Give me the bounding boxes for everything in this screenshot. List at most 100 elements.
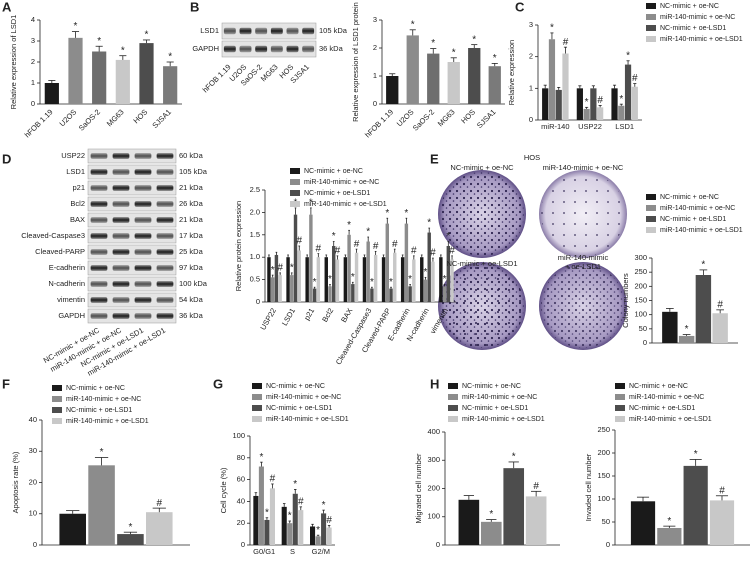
- panel-label: E: [430, 151, 439, 166]
- blot-band: [286, 27, 299, 35]
- legend-label: NC-mimic + oe-NC: [660, 194, 719, 201]
- significance-marker: *: [332, 231, 336, 242]
- significance-marker: #: [392, 239, 398, 250]
- blot-strip: [87, 180, 177, 196]
- significance-marker: #: [719, 485, 725, 496]
- significance-marker: *: [265, 507, 269, 518]
- y-tick-label: 0: [241, 540, 245, 549]
- y-tick-label: 2: [373, 43, 377, 52]
- significance-marker: *: [271, 265, 275, 276]
- blot-band: [90, 313, 108, 319]
- protein-label: Bcl2: [70, 199, 85, 208]
- x-tick-label: U2OS: [58, 107, 79, 128]
- legend-swatch: [615, 394, 625, 400]
- bar: [611, 88, 618, 120]
- x-tick-label: SaOS-2: [77, 107, 102, 132]
- significance-marker: *: [667, 516, 671, 527]
- legend-label: miR-140-mimic + oe-NC: [462, 394, 537, 401]
- bar: [88, 465, 115, 545]
- significance-marker: *: [128, 522, 132, 533]
- protein-label: Cleaved-PARP: [35, 247, 85, 256]
- significance-marker: #: [316, 243, 322, 254]
- significance-marker: *: [168, 52, 172, 63]
- blot-band: [90, 233, 108, 239]
- bar: [146, 512, 173, 545]
- colony-images: [436, 166, 627, 352]
- bar: [624, 64, 632, 120]
- bar: [678, 335, 695, 343]
- blot-band: [302, 27, 315, 35]
- bar: [712, 313, 728, 343]
- significance-marker: *: [288, 511, 292, 522]
- significance-marker: *: [290, 263, 294, 274]
- y-tick-label: 60: [237, 475, 245, 484]
- bar: [316, 257, 321, 302]
- bar: [347, 234, 351, 302]
- bar: [597, 107, 604, 120]
- bar: [253, 495, 259, 545]
- bar: [267, 257, 271, 302]
- y-tick-label: 200: [427, 483, 440, 492]
- blot-strip: [87, 196, 177, 212]
- legend-swatch: [52, 396, 62, 402]
- x-tick-label: SJSA1: [475, 107, 498, 130]
- legend-swatch: [646, 227, 656, 233]
- y-tick-label: 0: [643, 338, 647, 347]
- significance-marker: #: [326, 515, 332, 526]
- significance-marker: *: [121, 45, 125, 56]
- significance-marker: *: [446, 231, 450, 242]
- blot-band: [90, 153, 108, 159]
- legend-label: miR-140-mimic + oe-LSD1: [66, 418, 149, 425]
- y-tick-label: 100: [427, 512, 440, 521]
- bar: [439, 257, 443, 302]
- protein-label: USP22: [61, 151, 85, 160]
- bar: [343, 257, 348, 302]
- y-tick-label: 30: [29, 446, 37, 455]
- panel-label: D: [2, 151, 11, 166]
- bar: [278, 275, 282, 302]
- bar: [370, 288, 374, 302]
- blot-band: [90, 281, 108, 287]
- blot-band: [286, 45, 299, 53]
- bar: [351, 284, 355, 302]
- bar: [431, 261, 435, 302]
- y-axis-label: Relative protein expression: [234, 201, 243, 291]
- blot-band: [90, 217, 108, 223]
- bar: [442, 286, 447, 302]
- colony-label: miR-140-mimic + oe-NC: [543, 163, 624, 172]
- significance-marker: *: [366, 227, 370, 238]
- blot-band: [90, 185, 108, 191]
- x-tick-label: BAX: [339, 306, 354, 324]
- y-tick-label: 50: [639, 324, 647, 333]
- colony-title: HOS: [524, 153, 540, 162]
- protein-label: GAPDH: [192, 44, 219, 53]
- size-label: 26 kDa: [179, 199, 204, 208]
- blot-band: [156, 249, 174, 255]
- bar: [310, 526, 316, 545]
- bar: [503, 468, 525, 545]
- significance-marker: *: [100, 447, 104, 458]
- blot-band: [270, 27, 283, 35]
- blot-band: [223, 45, 236, 53]
- y-tick-label: 100: [634, 310, 647, 319]
- y-tick-label: 2.5: [250, 185, 260, 194]
- y-tick-label: 150: [634, 295, 647, 304]
- protein-label: LSD1: [66, 167, 85, 176]
- blot-strip: [87, 292, 177, 308]
- significance-marker: *: [493, 53, 497, 64]
- blot-band: [134, 249, 152, 255]
- bar: [525, 496, 547, 545]
- legend-swatch: [448, 383, 458, 389]
- significance-marker: *: [585, 97, 589, 108]
- legend-swatch: [290, 190, 300, 196]
- y-axis-label: Relative expression of LSD1: [9, 15, 18, 110]
- significance-marker: #: [717, 299, 723, 310]
- blot-band: [156, 185, 174, 191]
- blot-band: [255, 27, 268, 35]
- legend-label: NC-mimic + oe-NC: [629, 383, 688, 390]
- blot-band: [112, 153, 130, 159]
- significance-marker: *: [427, 218, 431, 229]
- significance-marker: *: [259, 452, 263, 463]
- blot-strip: [87, 308, 177, 324]
